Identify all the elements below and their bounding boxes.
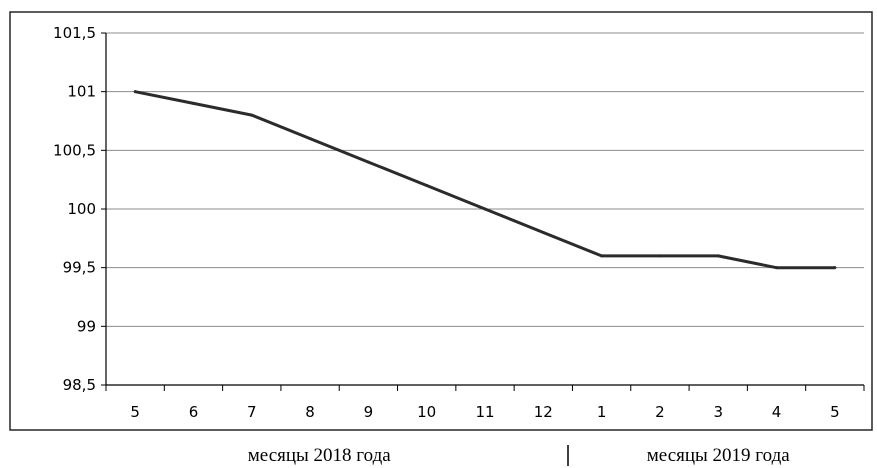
data-point: [658, 254, 662, 258]
series-layer: [133, 90, 837, 270]
x-tick-label: 3: [713, 403, 723, 421]
x-tick-label: 11: [475, 403, 494, 421]
category-group-label: месяцы 2019 года: [647, 445, 790, 466]
y-tick-label: 101,5: [53, 24, 96, 42]
x-tick-label: 4: [772, 403, 782, 421]
data-point: [425, 184, 429, 188]
data-point: [366, 160, 370, 164]
data-point: [775, 266, 779, 270]
x-tick-label: 8: [305, 403, 315, 421]
y-tick-labels: 98,5 99 99,5 100 100,5 101 101,5: [53, 24, 96, 394]
data-point: [833, 266, 837, 270]
x-tick-label: 6: [189, 403, 199, 421]
data-point: [716, 254, 720, 258]
x-tick-label: 1: [597, 403, 607, 421]
y-tick-label: 99,5: [63, 259, 96, 277]
data-point: [483, 207, 487, 211]
y-tick-label: 100: [67, 200, 96, 218]
chart-frame: [9, 11, 873, 431]
category-group-label: месяцы 2018 года: [248, 445, 391, 466]
x-tick-label: 5: [130, 403, 140, 421]
data-point: [541, 230, 545, 234]
data-point: [191, 101, 195, 105]
axes: [101, 32, 865, 391]
x-tick-label: 7: [247, 403, 257, 421]
x-tick-label: 2: [655, 403, 665, 421]
x-tick-label: 10: [417, 403, 436, 421]
y-tick-label: 100,5: [53, 141, 96, 159]
y-tick-label: 101: [67, 83, 96, 101]
data-point: [250, 113, 254, 117]
x-tick-label: 5: [830, 403, 840, 421]
y-tick-label: 99: [77, 317, 96, 335]
x-tick-label: 9: [364, 403, 374, 421]
x-tick-labels: 5 6 7 8 9 10 11 12 1 2 3 4 5: [130, 403, 839, 421]
x-tick-label: 12: [534, 403, 553, 421]
y-tick-label: 98,5: [63, 376, 96, 394]
data-point: [600, 254, 604, 258]
data-point: [133, 90, 137, 94]
category-groups: месяцы 2018 года месяцы 2019 года: [248, 445, 790, 466]
data-point: [308, 137, 312, 141]
